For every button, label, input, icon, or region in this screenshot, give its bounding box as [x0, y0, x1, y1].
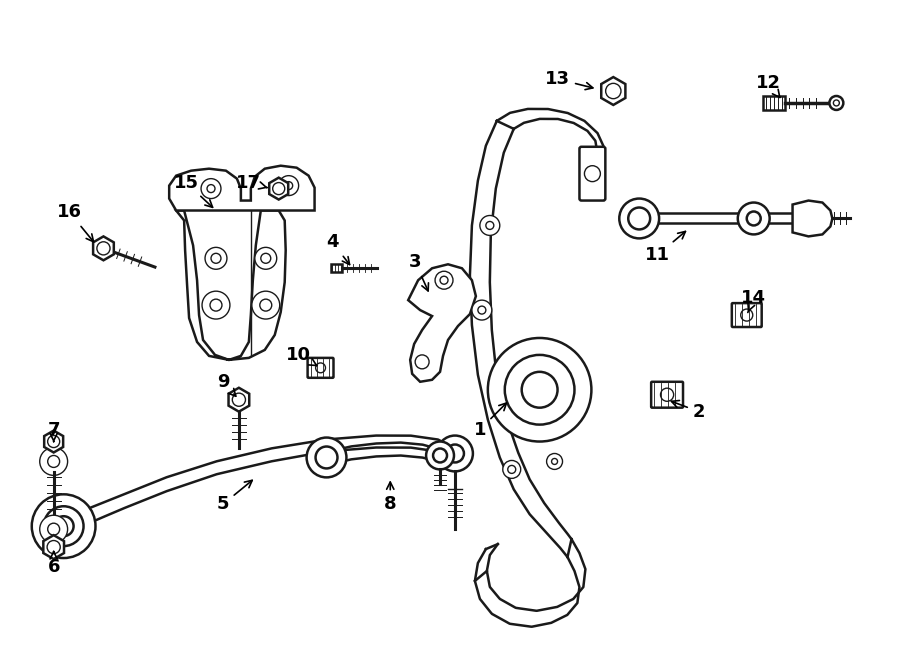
- Circle shape: [546, 453, 562, 469]
- Polygon shape: [93, 236, 113, 260]
- Circle shape: [255, 248, 276, 269]
- Text: 12: 12: [756, 74, 781, 97]
- Circle shape: [279, 175, 299, 195]
- Circle shape: [54, 516, 74, 536]
- Circle shape: [738, 203, 770, 234]
- Circle shape: [488, 338, 591, 442]
- Text: 4: 4: [326, 234, 349, 265]
- Circle shape: [606, 83, 621, 99]
- Circle shape: [201, 179, 221, 199]
- Text: 9: 9: [217, 373, 236, 397]
- Circle shape: [260, 299, 272, 311]
- Circle shape: [48, 436, 59, 448]
- Polygon shape: [409, 264, 476, 382]
- Text: 5: 5: [217, 481, 252, 513]
- FancyBboxPatch shape: [308, 358, 334, 378]
- Circle shape: [307, 438, 346, 477]
- Polygon shape: [44, 430, 63, 453]
- Circle shape: [252, 291, 280, 319]
- Polygon shape: [176, 211, 285, 360]
- Polygon shape: [169, 166, 315, 211]
- Circle shape: [472, 300, 491, 320]
- FancyBboxPatch shape: [652, 382, 683, 408]
- Text: 3: 3: [409, 254, 428, 291]
- Circle shape: [505, 355, 574, 424]
- Circle shape: [503, 461, 521, 479]
- FancyBboxPatch shape: [580, 147, 606, 201]
- Circle shape: [210, 299, 222, 311]
- Circle shape: [619, 199, 659, 238]
- Circle shape: [437, 436, 472, 471]
- Circle shape: [40, 448, 68, 475]
- Circle shape: [552, 459, 557, 465]
- Circle shape: [415, 355, 429, 369]
- Circle shape: [284, 181, 292, 189]
- Text: 15: 15: [174, 173, 212, 207]
- Text: 6: 6: [48, 551, 60, 576]
- Circle shape: [747, 211, 760, 226]
- Polygon shape: [43, 535, 64, 559]
- Circle shape: [661, 388, 674, 401]
- Circle shape: [480, 216, 500, 236]
- Polygon shape: [762, 96, 785, 110]
- Circle shape: [486, 222, 494, 230]
- Circle shape: [316, 446, 338, 469]
- Circle shape: [584, 166, 600, 181]
- Text: 11: 11: [644, 232, 686, 264]
- Text: 14: 14: [742, 289, 766, 312]
- Circle shape: [426, 442, 454, 469]
- Circle shape: [44, 506, 84, 546]
- Circle shape: [97, 242, 110, 255]
- Circle shape: [48, 523, 59, 535]
- Circle shape: [440, 276, 448, 284]
- Circle shape: [478, 306, 486, 314]
- Polygon shape: [793, 201, 832, 236]
- Text: 16: 16: [57, 203, 94, 242]
- Circle shape: [40, 515, 68, 543]
- Circle shape: [211, 254, 221, 263]
- Circle shape: [522, 372, 557, 408]
- Polygon shape: [330, 264, 343, 272]
- Circle shape: [202, 291, 230, 319]
- FancyBboxPatch shape: [732, 303, 761, 327]
- Text: 17: 17: [237, 173, 267, 191]
- Text: 8: 8: [384, 482, 397, 513]
- Circle shape: [205, 248, 227, 269]
- Text: 1: 1: [473, 403, 507, 439]
- Text: 2: 2: [671, 401, 706, 420]
- Circle shape: [833, 100, 840, 106]
- Circle shape: [628, 207, 650, 230]
- Text: 13: 13: [545, 70, 593, 89]
- Circle shape: [741, 309, 752, 321]
- Circle shape: [48, 455, 59, 467]
- Circle shape: [232, 393, 246, 406]
- Circle shape: [433, 448, 447, 463]
- Polygon shape: [229, 388, 249, 412]
- Text: 7: 7: [48, 420, 60, 442]
- Polygon shape: [601, 77, 626, 105]
- Circle shape: [446, 444, 464, 463]
- Circle shape: [316, 363, 326, 373]
- Circle shape: [273, 183, 284, 195]
- Polygon shape: [269, 177, 288, 199]
- Circle shape: [47, 540, 60, 553]
- Circle shape: [508, 465, 516, 473]
- Circle shape: [830, 96, 843, 110]
- Text: 10: 10: [286, 346, 317, 365]
- Circle shape: [261, 254, 271, 263]
- Circle shape: [435, 271, 453, 289]
- Circle shape: [207, 185, 215, 193]
- Circle shape: [32, 495, 95, 558]
